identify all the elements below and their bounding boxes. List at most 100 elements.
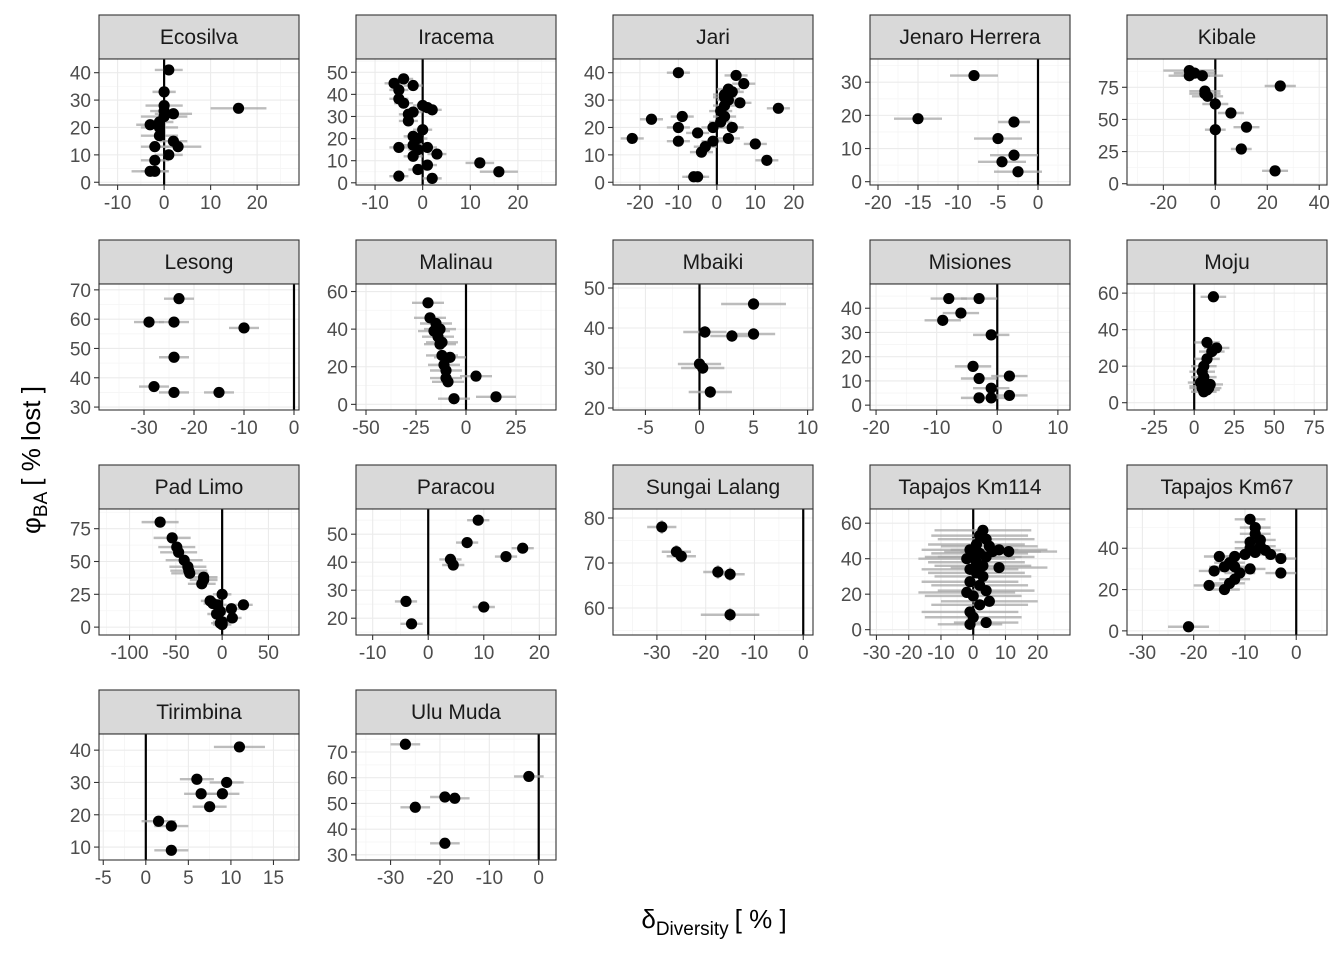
x-axis-title-main: δ: [641, 904, 655, 934]
y-tick-label: 20: [1098, 357, 1119, 378]
y-tick-label: 50: [70, 339, 91, 360]
data-point: [1198, 386, 1210, 398]
x-tick-label: -30: [377, 868, 404, 889]
data-point: [167, 108, 180, 120]
data-point: [983, 595, 995, 607]
facet-mbaiki: Mbaiki -5 0 5 10 20 30 40 50: [584, 239, 818, 439]
data-point: [407, 79, 419, 92]
facet-strip: [355, 464, 557, 510]
x-tick-label: 10: [995, 643, 1016, 664]
data-point: [980, 585, 992, 597]
x-tick-label: -10: [476, 868, 503, 889]
x-tick-label: 5: [748, 418, 759, 439]
data-point: [761, 154, 773, 166]
facet-title: Lesong: [165, 251, 234, 274]
data-point: [977, 570, 989, 583]
x-tick-label: -20: [1180, 643, 1207, 664]
facet-strip: [1126, 464, 1328, 510]
data-point: [472, 514, 484, 526]
y-tick-label: 20: [327, 358, 348, 379]
x-tick-label: -30: [643, 643, 670, 664]
data-point: [964, 576, 976, 588]
data-point: [1274, 80, 1286, 92]
x-tick-label: -10: [104, 193, 131, 214]
facet-title: Jari: [696, 26, 730, 49]
y-tick-label: 10: [70, 838, 91, 859]
data-point: [393, 170, 405, 182]
plot-content: [870, 509, 1070, 635]
plot-content: [99, 509, 299, 635]
data-point: [1196, 70, 1208, 82]
data-point: [163, 149, 175, 161]
plot-border: [1126, 283, 1328, 411]
x-tick-label: -10: [230, 418, 257, 439]
facet-title: Malinau: [419, 251, 493, 274]
data-point: [967, 590, 979, 602]
x-tick-label: -20: [180, 418, 207, 439]
plot-border: [355, 58, 557, 186]
data-point: [225, 603, 238, 615]
data-point: [1218, 561, 1231, 573]
plot-content: [356, 509, 556, 635]
data-point: [439, 791, 451, 803]
x-tick-label: 0: [461, 418, 472, 439]
data-point: [196, 578, 208, 590]
plot-border: [355, 508, 557, 636]
x-tick-label: 0: [417, 193, 428, 214]
data-point: [191, 773, 203, 785]
data-point: [980, 551, 992, 563]
facet-strip: [869, 14, 1071, 60]
x-tick-label: 10: [1047, 418, 1068, 439]
data-point: [165, 820, 177, 832]
y-tick-label: 0: [337, 395, 348, 416]
data-point: [398, 73, 410, 85]
data-point: [1008, 149, 1020, 161]
x-tick-label: -10: [927, 643, 954, 664]
facet-title: Tapajos Km67: [1160, 476, 1293, 499]
data-point: [216, 588, 228, 600]
data-point: [712, 566, 724, 578]
facet-moju: Moju -25 0 25 50 75 0 20 40 60: [1098, 239, 1328, 439]
data-point: [675, 550, 687, 562]
data-point: [724, 609, 736, 621]
data-point: [1244, 563, 1256, 575]
y-tick-label: 40: [327, 553, 348, 574]
y-tick-label: 50: [70, 553, 91, 574]
facet-strip: [98, 14, 300, 60]
data-point: [672, 135, 684, 147]
data-point: [426, 172, 438, 184]
plot-border: [98, 58, 300, 186]
data-point: [149, 154, 161, 166]
y-tick-label: 30: [70, 398, 91, 419]
y-tick-label: 40: [584, 319, 605, 340]
data-point: [1240, 121, 1253, 133]
data-point: [973, 372, 985, 385]
y-tick-label: 30: [327, 107, 348, 128]
plot-content: [613, 284, 813, 410]
x-tick-label: -20: [1150, 193, 1177, 214]
plot-area: [99, 284, 299, 410]
x-tick-label: -30: [130, 418, 157, 439]
y-tick-label: 20: [327, 130, 348, 151]
x-tick-label: -10: [741, 643, 768, 664]
y-tick-label: 30: [70, 773, 91, 794]
x-tick-label: -10: [944, 193, 971, 214]
plot-content: [613, 509, 813, 635]
y-tick-label: 10: [841, 140, 862, 161]
x-tick-label: -10: [361, 193, 388, 214]
facet-misiones: Misiones -20 -10 0 10 0 10 20 30 40: [841, 239, 1071, 439]
x-tick-label: -20: [692, 643, 719, 664]
data-point: [955, 307, 967, 319]
data-point: [153, 121, 166, 134]
plot-border: [355, 283, 557, 411]
facet-pad-limo: Pad Limo -100 -50 0 50 0 25 50 75: [70, 464, 300, 664]
data-point: [434, 338, 446, 350]
plot-content: [1127, 284, 1327, 410]
x-tick-label: -25: [1140, 418, 1167, 439]
x-tick-label: 10: [220, 868, 241, 889]
data-point: [977, 560, 989, 572]
y-tick-label: 60: [841, 514, 862, 535]
y-tick-label: 20: [584, 399, 605, 420]
facet-strip: [98, 689, 300, 735]
